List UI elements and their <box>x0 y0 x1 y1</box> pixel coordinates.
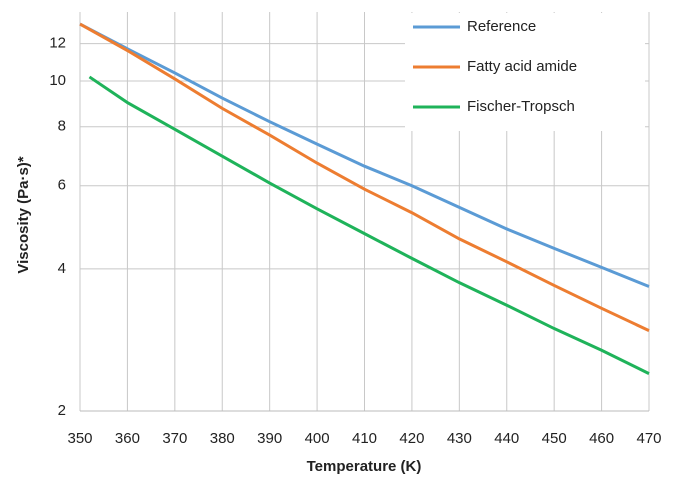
series-line <box>79 22 650 288</box>
x-tick-label: 420 <box>399 430 424 447</box>
y-tick-label: 4 <box>58 260 66 277</box>
y-tick-label: 12 <box>49 35 66 52</box>
x-axis-title: Temperature (K) <box>307 458 422 475</box>
x-tick-label: 370 <box>162 430 187 447</box>
series-line <box>88 75 650 375</box>
legend-box <box>405 13 645 131</box>
series-line <box>79 22 650 332</box>
x-tick-label: 460 <box>589 430 614 447</box>
x-tick-label: 390 <box>257 430 282 447</box>
y-tick-label: 10 <box>49 72 66 89</box>
legend-label: Reference <box>467 18 536 35</box>
x-tick-label: 360 <box>115 430 140 447</box>
x-tick-label: 450 <box>542 430 567 447</box>
x-tick-label: 430 <box>447 430 472 447</box>
y-axis-title: Viscosity (Pa·s)* <box>15 156 32 273</box>
x-tick-label: 400 <box>305 430 330 447</box>
x-tick-label: 440 <box>494 430 519 447</box>
x-tick-label: 410 <box>352 430 377 447</box>
x-tick-label: 470 <box>636 430 661 447</box>
y-tick-label: 2 <box>58 402 66 419</box>
legend-label: Fischer-Tropsch <box>467 98 575 115</box>
x-tick-label: 380 <box>210 430 235 447</box>
legend-label: Fatty acid amide <box>467 58 577 75</box>
x-tick-label: 350 <box>67 430 92 447</box>
y-tick-label: 6 <box>58 177 66 194</box>
y-tick-label: 8 <box>58 118 66 135</box>
